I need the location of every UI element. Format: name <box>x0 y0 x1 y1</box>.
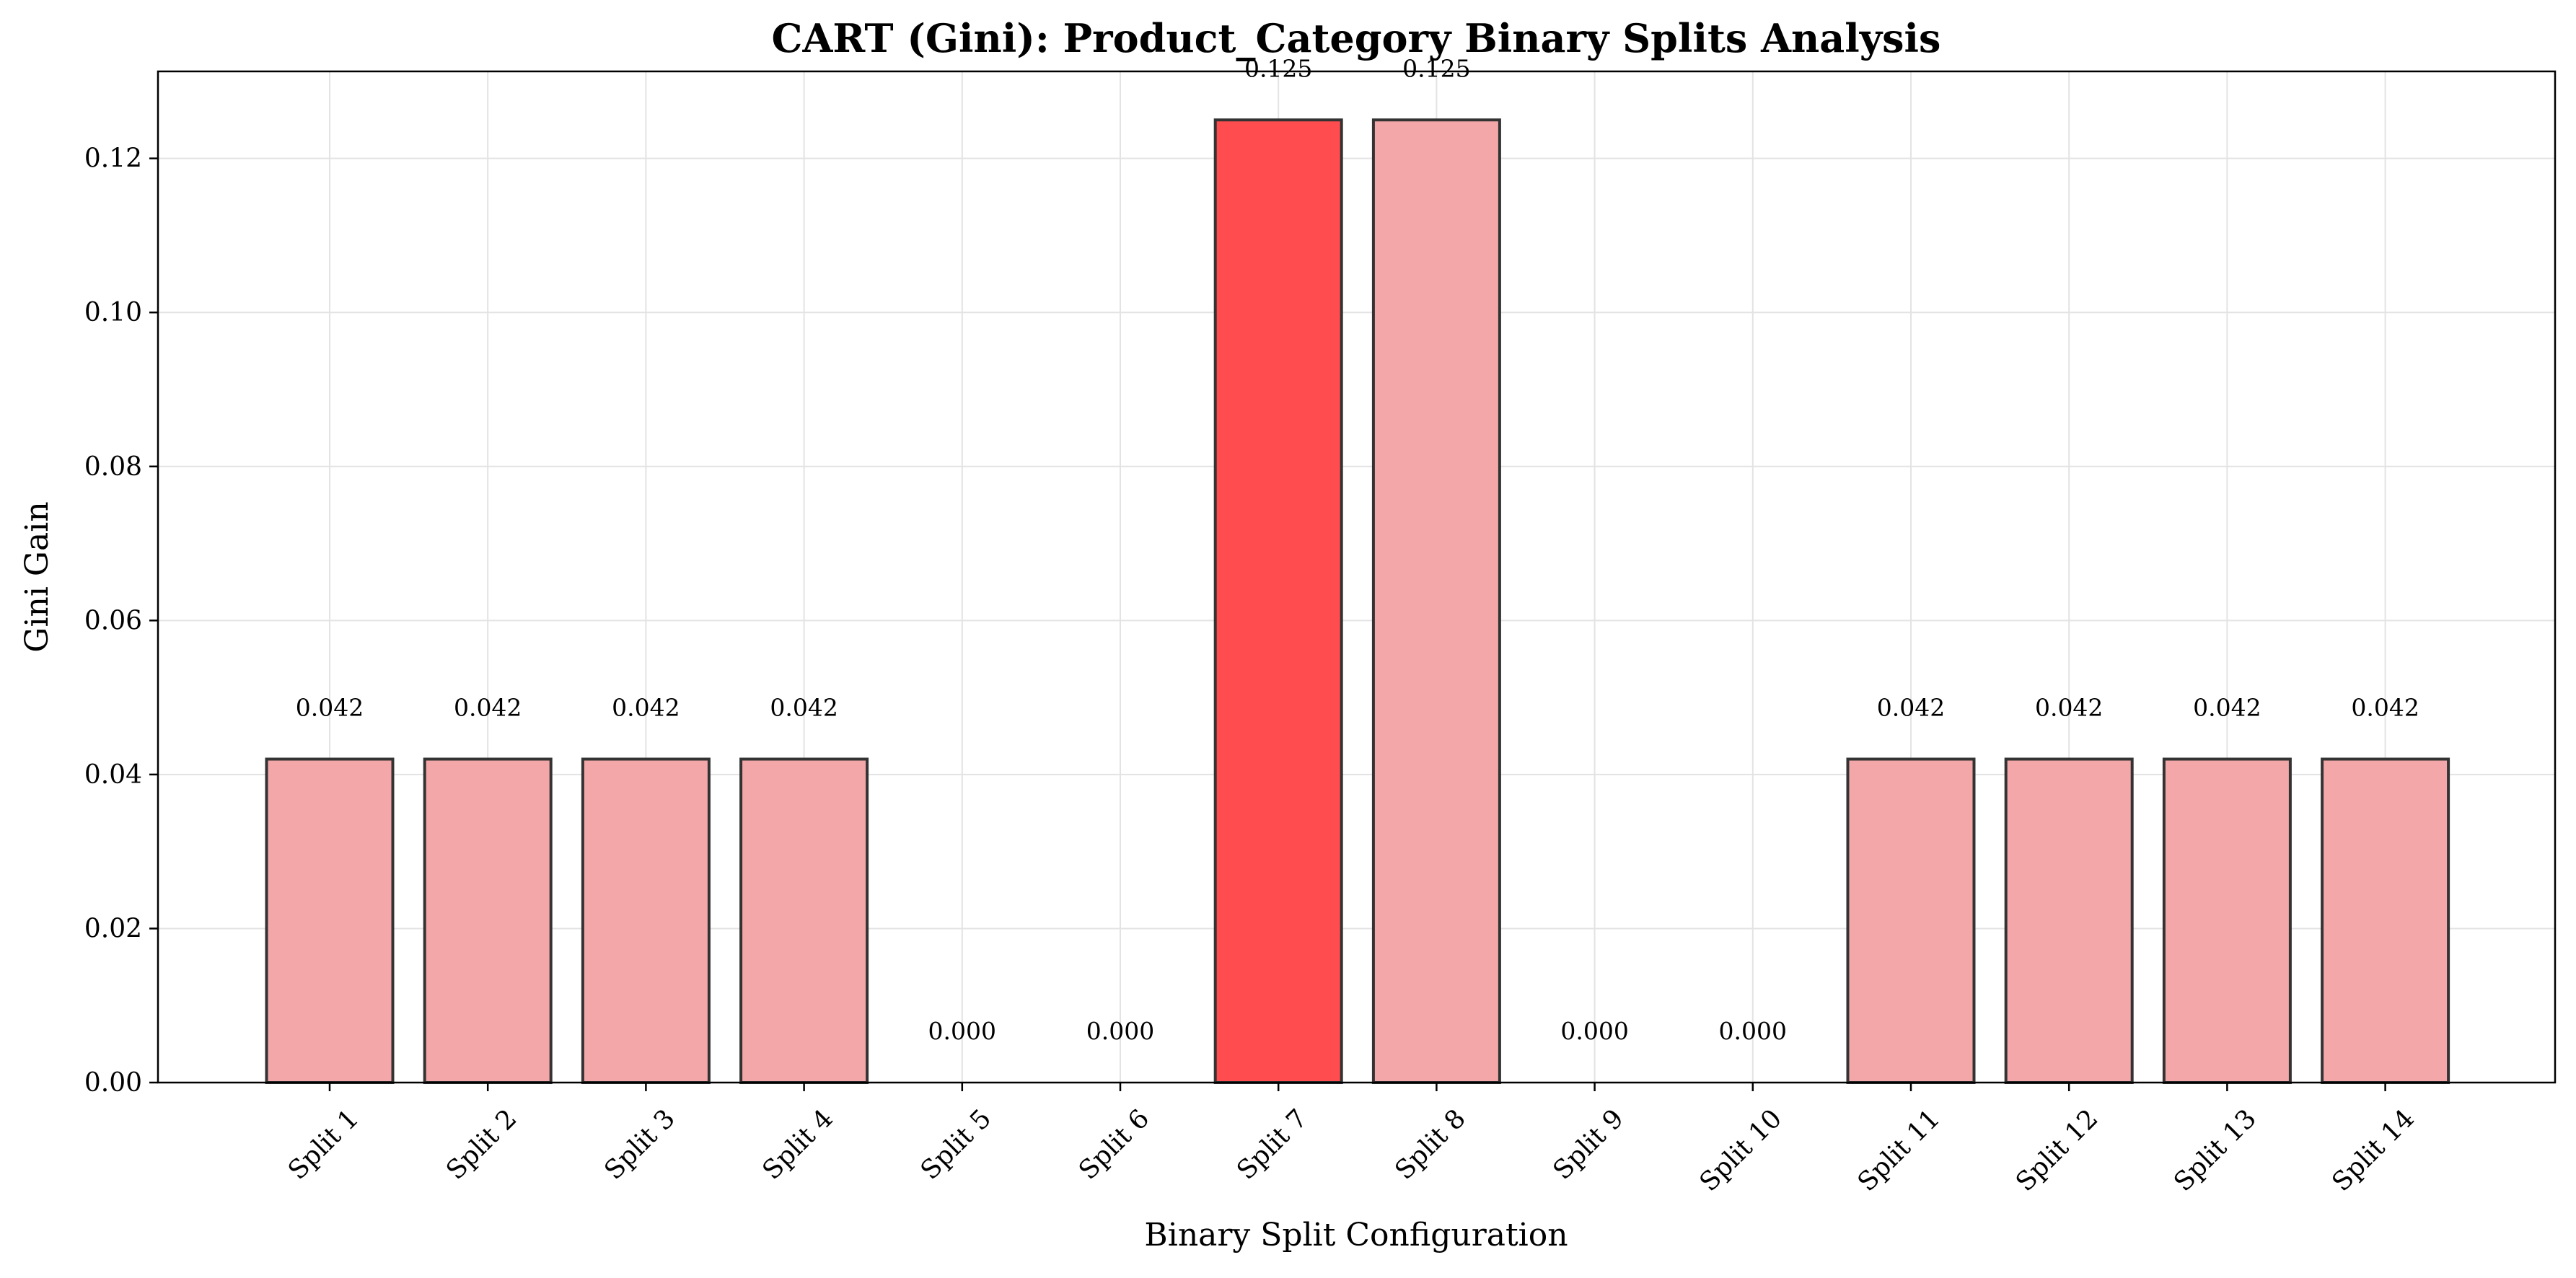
x-tick-label: Split 9 <box>1547 1103 1630 1186</box>
y-tick-label: 0.10 <box>84 298 142 327</box>
x-axis: Split 1 Split 2 Split 3 Split 4 Split 5 Split… <box>283 1083 2420 1197</box>
bar <box>2162 757 2292 1085</box>
x-tick-label: Split 5 <box>915 1103 998 1186</box>
x-tick-label: Split 3 <box>599 1103 681 1186</box>
bar <box>581 757 711 1085</box>
bar-value-label: 0.042 <box>612 694 680 722</box>
y-axis-label: Gini Gain <box>19 501 56 652</box>
x-tick-label: Split 4 <box>757 1103 839 1186</box>
y-tick-label: 0.00 <box>84 1068 142 1098</box>
chart-title: CART (Gini): Product_Category Binary Spl… <box>772 15 1941 61</box>
value-labels: 0.042 0.042 0.042 0.042 0.000 0.000 0.125 0.125… <box>296 54 2419 1045</box>
y-tick-label: 0.02 <box>84 914 142 943</box>
x-tick-label: Split 8 <box>1389 1103 1472 1186</box>
bar <box>423 757 553 1085</box>
bar-value-label: 0.042 <box>2193 694 2261 722</box>
x-tick-label: Split 7 <box>1231 1103 1314 1186</box>
bar <box>2321 757 2450 1085</box>
bar-value-label: 0.125 <box>1402 54 1470 82</box>
bar-value-label: 0.042 <box>296 694 364 722</box>
bar <box>739 757 869 1085</box>
bar-value-label: 0.000 <box>1719 1017 1787 1045</box>
bar <box>265 757 395 1085</box>
bar-value-label: 0.042 <box>1877 694 1945 722</box>
bar-value-label: 0.042 <box>2035 694 2103 722</box>
x-tick-label: Split 13 <box>2168 1103 2262 1197</box>
x-tick-label: Split 14 <box>2326 1103 2420 1197</box>
y-tick-label: 0.06 <box>84 606 142 635</box>
x-tick-label: Split 6 <box>1073 1103 1156 1186</box>
x-tick-label: Split 2 <box>441 1103 523 1186</box>
bar <box>1371 118 1501 1084</box>
y-tick-label: 0.12 <box>84 144 142 174</box>
x-tick-label: Split 11 <box>1852 1103 1946 1197</box>
bar <box>1213 118 1343 1084</box>
bar-value-label: 0.042 <box>770 694 838 722</box>
x-axis-label: Binary Split Configuration <box>1144 1217 1568 1253</box>
bars <box>265 118 2450 1085</box>
bar-value-label: 0.000 <box>928 1017 996 1045</box>
y-tick-label: 0.04 <box>84 760 142 790</box>
bar-value-label: 0.042 <box>454 694 522 722</box>
bar-value-label: 0.000 <box>1086 1017 1154 1045</box>
bar-value-label: 0.042 <box>2351 694 2419 722</box>
x-tick-label: Split 12 <box>2010 1103 2104 1197</box>
y-tick-label: 0.08 <box>84 452 142 482</box>
plot-frame <box>157 70 2557 1084</box>
bar-value-label: 0.125 <box>1244 54 1312 82</box>
y-axis: 0.00 0.02 0.04 0.06 0.08 0.10 0.12 <box>84 144 158 1098</box>
bar <box>1846 757 1976 1085</box>
bar <box>2004 757 2134 1085</box>
bar-value-label: 0.000 <box>1560 1017 1628 1045</box>
x-tick-label: Split 10 <box>1694 1103 1788 1197</box>
x-tick-label: Split 1 <box>283 1103 365 1186</box>
